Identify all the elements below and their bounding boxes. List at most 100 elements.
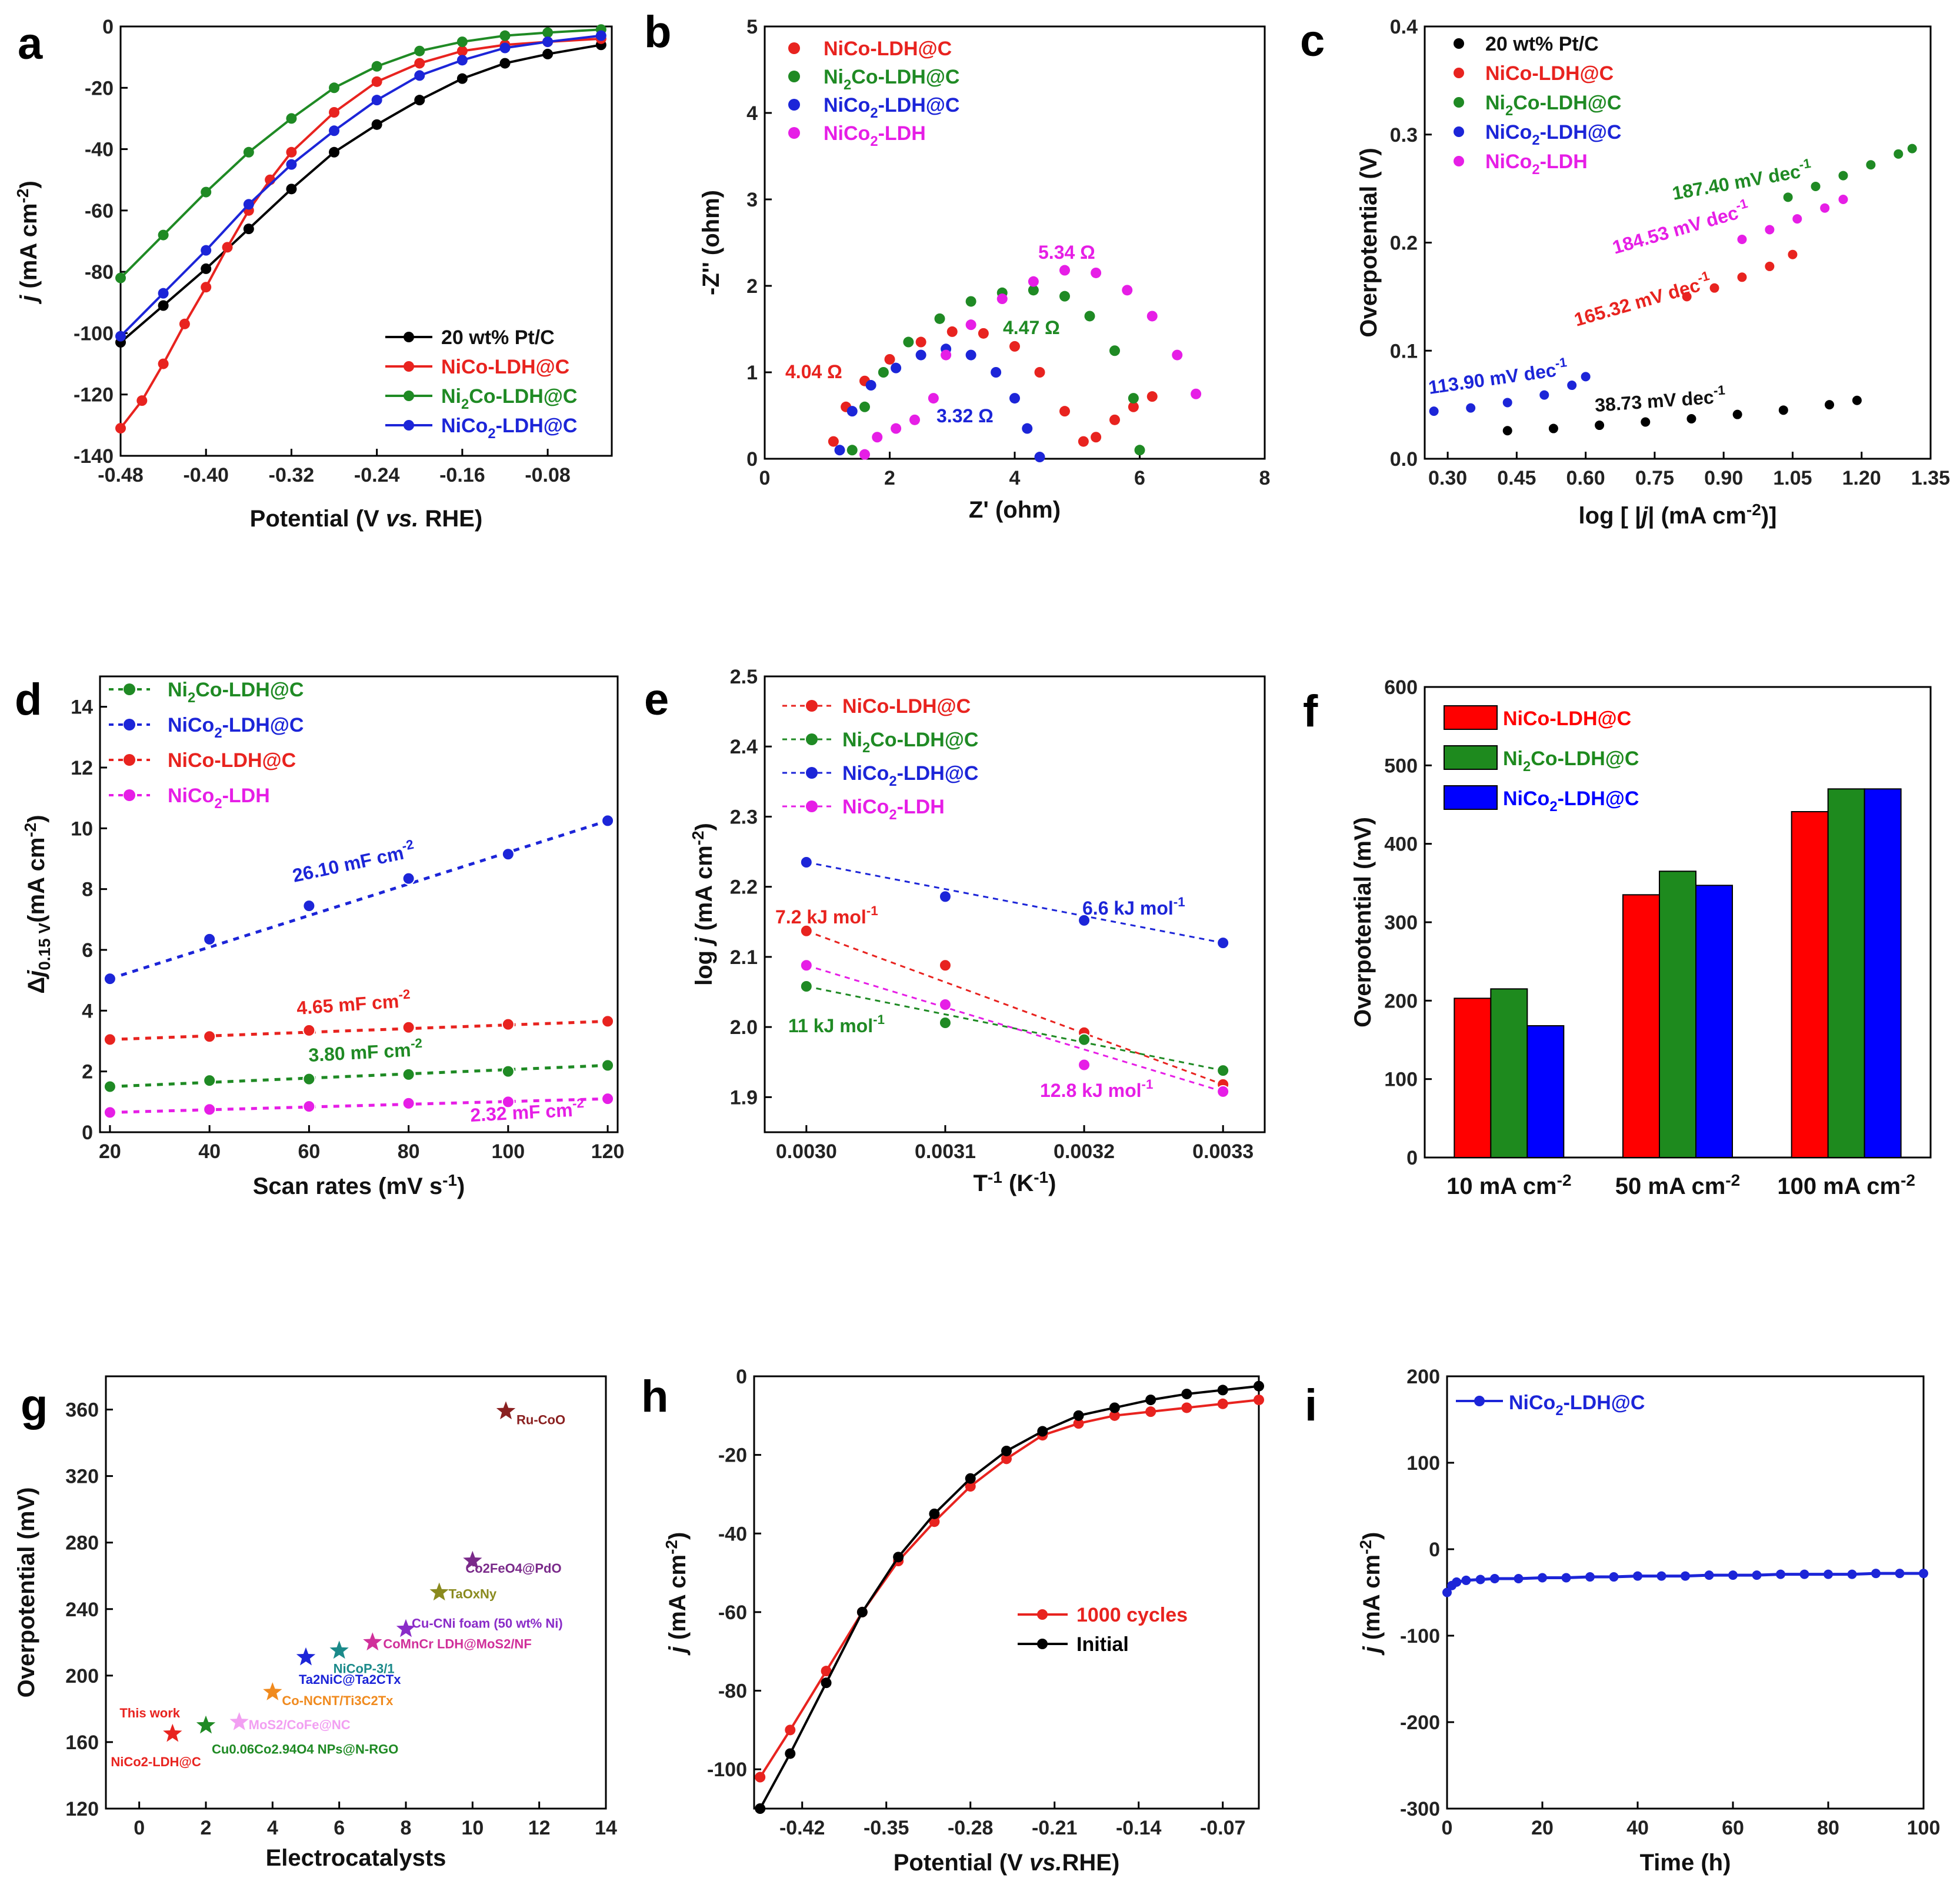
data-point bbox=[371, 95, 382, 106]
data-point bbox=[1109, 1410, 1120, 1421]
data-point bbox=[103, 1106, 116, 1119]
fit-line bbox=[806, 985, 1224, 1072]
data-point bbox=[1776, 1569, 1785, 1579]
data-point bbox=[865, 380, 876, 391]
bar bbox=[1827, 788, 1865, 1159]
data-point bbox=[1567, 381, 1577, 391]
data-point bbox=[1034, 367, 1045, 378]
catalyst-label-part: Cu0.06Co2.94O4 NPs@N-RGO bbox=[212, 1742, 398, 1757]
y-tick-label: -20 bbox=[85, 77, 114, 99]
y-tick-label: 320 bbox=[65, 1466, 99, 1488]
panel-label: f bbox=[1303, 686, 1318, 736]
x-tick-label: 0.45 bbox=[1497, 467, 1536, 489]
y-tick-label: 0 bbox=[736, 1366, 747, 1388]
x-axis-label-part: )] bbox=[1761, 503, 1777, 529]
data-point bbox=[1514, 1573, 1524, 1583]
catalyst-label: Ta2NiC@Ta2CTx bbox=[299, 1672, 401, 1687]
y-axis-label-part: -2 bbox=[1356, 1540, 1375, 1555]
series-line-Ni2Co-LDH@C bbox=[119, 28, 601, 279]
data-point bbox=[1001, 1453, 1012, 1465]
y-tick-label: 0.0 bbox=[1390, 448, 1418, 471]
catalyst-label: Co2FeO4@PdO bbox=[465, 1561, 561, 1576]
category-label-part: 50 mA cm bbox=[1615, 1173, 1726, 1199]
legend-marker bbox=[124, 683, 135, 695]
y-axis-label-part: ) bbox=[16, 181, 42, 188]
x-tick-label: 80 bbox=[1817, 1817, 1839, 1839]
y-axis-label-part: -2 bbox=[662, 1540, 681, 1555]
bar bbox=[1791, 811, 1829, 1158]
data-point bbox=[1894, 149, 1904, 159]
data-point bbox=[601, 814, 615, 828]
data-point bbox=[1502, 398, 1512, 408]
category-label-part: 10 mA cm bbox=[1446, 1173, 1557, 1199]
data-point bbox=[1792, 214, 1802, 224]
panel-h: 0 -20 -40 -60 -80 -100 -0.42 -0.35 -0.28 -0.21 -0.… bbox=[662, 1366, 1264, 1876]
y-tick-label: 0 bbox=[746, 448, 758, 471]
legend-label: NiCo2-LDH@C bbox=[824, 94, 959, 121]
data-point bbox=[1216, 936, 1230, 950]
y-axis-label-part: -2 bbox=[21, 823, 39, 838]
x-tick-label: 0.0030 bbox=[776, 1140, 837, 1163]
data-point bbox=[103, 1080, 116, 1093]
data-point bbox=[1548, 423, 1558, 433]
data-point bbox=[1128, 393, 1139, 404]
tafel-slope-annotation-part: 165.32 mV dec bbox=[1572, 274, 1702, 330]
y-axis-label-part: -2 bbox=[14, 188, 32, 203]
catalyst-label: Co-NCNT/Ti3C2Tx bbox=[282, 1693, 394, 1708]
fit-line bbox=[109, 1063, 608, 1088]
y-tick-label: -80 bbox=[718, 1680, 747, 1703]
y-axis-label-part: j bbox=[691, 937, 717, 947]
capacitance-annotation-part: -2 bbox=[572, 1096, 584, 1111]
x-axis-label-part: T bbox=[974, 1170, 988, 1196]
legend-label-part: Co-LDH@C bbox=[469, 385, 577, 408]
legend-marker bbox=[1474, 1396, 1485, 1406]
legend-label-part: NiCo-LDH@C bbox=[824, 38, 952, 60]
y-tick-label: 2 bbox=[746, 275, 758, 298]
y-tick-label: 280 bbox=[65, 1532, 99, 1555]
data-point bbox=[1641, 417, 1651, 427]
data-point bbox=[1490, 1573, 1499, 1583]
legend-label: NiCo2-LDH@C bbox=[441, 415, 577, 442]
y-tick-label: 12 bbox=[71, 757, 93, 779]
data-point bbox=[402, 872, 415, 885]
x-tick-label: 0.0032 bbox=[1054, 1140, 1115, 1163]
tafel-slope-annotation-part: 113.90 mV dec bbox=[1427, 359, 1558, 398]
panel-label: d bbox=[15, 675, 42, 725]
data-point bbox=[1146, 391, 1158, 402]
legend-label: NiCo2-LDH@C bbox=[1509, 1392, 1645, 1419]
y-tick-label: -200 bbox=[1400, 1712, 1440, 1734]
data-point bbox=[1059, 406, 1070, 417]
data-point bbox=[456, 73, 468, 84]
legend-marker bbox=[124, 754, 135, 766]
data-point bbox=[542, 36, 554, 48]
y-axis-label-part: (mA cm bbox=[1359, 1555, 1385, 1646]
tafel-slope-annotation-part: -1 bbox=[1713, 383, 1726, 398]
catalyst-label-part: Co-NCNT/Ti3C2Tx bbox=[282, 1693, 394, 1708]
y-axis-label-part: j bbox=[16, 295, 42, 305]
data-point bbox=[414, 58, 425, 69]
legend-label-part: Ni bbox=[842, 729, 862, 751]
category-label-part: -2 bbox=[1901, 1171, 1915, 1189]
legend-marker bbox=[788, 71, 800, 82]
capacitance-annotation-part: -2 bbox=[401, 837, 415, 854]
legend-label-part: Ni bbox=[441, 385, 461, 408]
x-axis-label: Z' (ohm) bbox=[969, 497, 1061, 523]
data-point bbox=[821, 1677, 832, 1689]
tafel-slope-annotation-part: -1 bbox=[1554, 355, 1568, 371]
data-point bbox=[201, 245, 212, 256]
data-point bbox=[909, 414, 920, 425]
legend-marker bbox=[1454, 38, 1464, 49]
data-point bbox=[542, 48, 554, 59]
data-point bbox=[1825, 400, 1834, 410]
data-point bbox=[1128, 401, 1139, 412]
data-point bbox=[1254, 1380, 1264, 1392]
data-point bbox=[1765, 225, 1775, 235]
data-point bbox=[115, 272, 126, 283]
x-axis-label: Potential (V vs. RHE) bbox=[250, 506, 483, 532]
y-tick-label: 0 bbox=[102, 16, 114, 38]
panel-d: 0 2 4 6 8 10 12 14 20 40 60 80 100 120 Scan rates (mV … bbox=[21, 675, 624, 1199]
legend-label: NiCo2-LDH@C bbox=[1503, 788, 1639, 815]
x-axis-label-part: Scan rates (mV s bbox=[253, 1173, 442, 1199]
plot-frame bbox=[105, 1375, 607, 1810]
legend-label-part: NiCo bbox=[824, 94, 870, 116]
